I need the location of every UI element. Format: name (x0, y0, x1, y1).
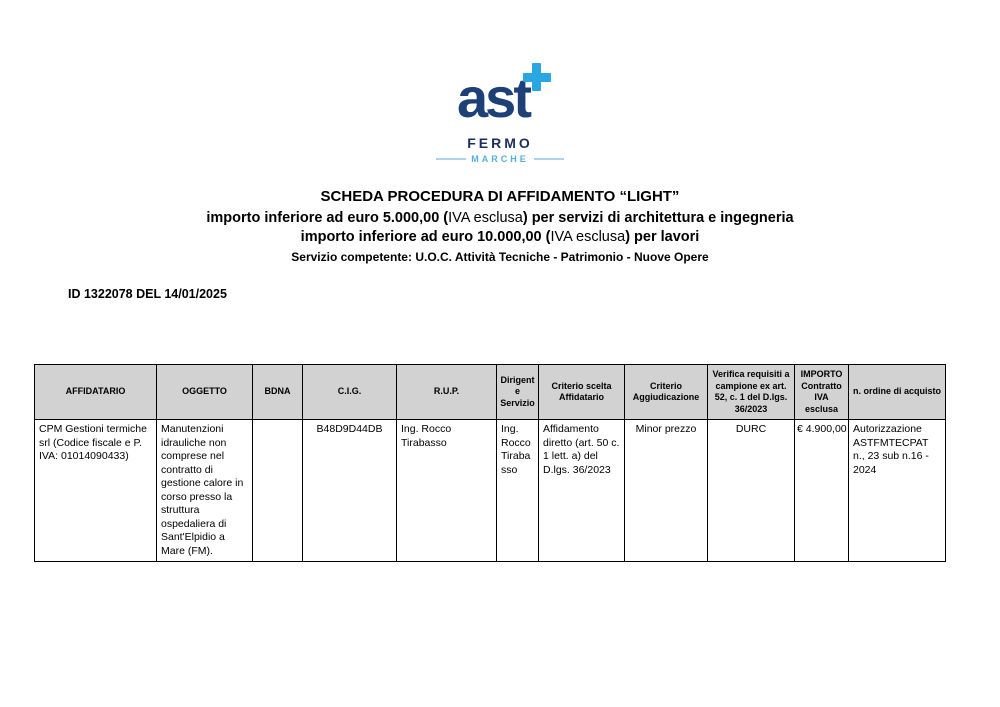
plus-icon (522, 63, 551, 91)
subtitle-services-bold-start: importo inferiore ad euro 5.000,00 ( (206, 210, 449, 226)
header-affidatario: AFFIDATARIO (34, 364, 157, 420)
logo-brand: ast (457, 63, 551, 132)
competent-service-line: Servizio competente: U.O.C. Attività Tec… (291, 250, 709, 264)
cell-dirigente-servizio: Ing. Rocco Tirabasso (496, 419, 539, 562)
header-verifica-requisiti: Verifica requisiti a campione ex art. 52… (707, 364, 795, 420)
logo-subregion: MARCHE (415, 154, 585, 164)
cell-rup: Ing. Rocco Tirabasso (396, 419, 497, 562)
subtitle-works-bold-end: ) per lavori (625, 229, 700, 245)
header-criterio-aggiudicazione: Criterio Aggiudicazione (624, 364, 708, 420)
logo-brand-text: ast (457, 66, 532, 129)
header-dirigente-servizio: Dirigente Servizio (496, 364, 539, 420)
header-oggetto: OGGETTO (156, 364, 253, 420)
table-row: CPM Gestioni termiche srl (Codice fiscal… (34, 419, 946, 562)
header-bdna: BDNA (252, 364, 303, 420)
cell-criterio-aggiudicazione: Minor prezzo (624, 419, 708, 562)
logo-divider-right (533, 158, 564, 160)
header-rup: R.U.P. (396, 364, 497, 420)
page-title: SCHEDA PROCEDURA DI AFFIDAMENTO “LIGHT” (320, 188, 680, 205)
header-cig: C.I.G. (302, 364, 397, 420)
ast-fermo-logo: ast FERMO MARCHE (415, 63, 585, 164)
title-block: SCHEDA PROCEDURA DI AFFIDAMENTO “LIGHT” … (0, 187, 1000, 265)
cell-n-ordine: Autorizzazione ASTFMTECPAT n., 23 sub n.… (848, 419, 946, 562)
cell-importo: € 4.900,00 (794, 419, 849, 562)
header-importo: IMPORTO Contratto IVA esclusa (794, 364, 849, 420)
cell-verifica-requisiti: DURC (707, 419, 795, 562)
cell-bdna (252, 419, 303, 562)
cell-affidatario: CPM Gestioni termiche srl (Codice fiscal… (34, 419, 157, 562)
procedure-table: AFFIDATARIO OGGETTO BDNA C.I.G. R.U.P. D… (34, 364, 946, 562)
subtitle-works-regular: IVA esclusa (550, 229, 626, 245)
subtitle-services-bold-end: ) per servizi di architettura e ingegner… (522, 210, 794, 226)
logo-divider-left (436, 158, 467, 160)
cell-cig: B48D9D44DB (302, 419, 397, 562)
subtitle-works: importo inferiore ad euro 10.000,00 (IVA… (0, 228, 1000, 247)
subtitle-works-bold-start: importo inferiore ad euro 10.000,00 ( (300, 229, 551, 245)
document-id: ID 1322078 DEL 14/01/2025 (68, 287, 227, 301)
logo-subregion-text: MARCHE (471, 154, 529, 164)
subtitle-services: importo inferiore ad euro 5.000,00 (IVA … (0, 209, 1000, 228)
header-n-ordine: n. ordine di acquisto (848, 364, 946, 420)
cell-criterio-scelta: Affidamento diretto (art. 50 c. 1 lett. … (538, 419, 625, 562)
cell-oggetto: Manutenzioni idrauliche non comprese nel… (156, 419, 253, 562)
header-criterio-scelta: Criterio scelta Affidatario (538, 364, 625, 420)
logo-region-text: FERMO (467, 135, 533, 151)
table-header-row: AFFIDATARIO OGGETTO BDNA C.I.G. R.U.P. D… (34, 364, 946, 420)
subtitle-services-regular: IVA esclusa (448, 210, 523, 226)
